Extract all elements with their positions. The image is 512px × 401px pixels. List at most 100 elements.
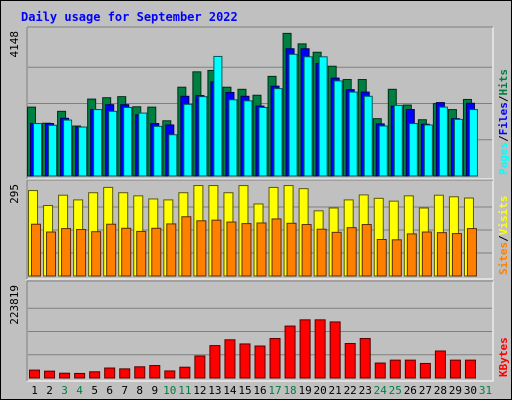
bar-sites-day-14 — [226, 221, 237, 277]
x-tick-label: 9 — [151, 384, 158, 397]
x-tick-label: 4 — [76, 384, 83, 397]
bar-sites-day-10 — [166, 223, 177, 277]
bar-sites-day-2 — [46, 231, 57, 277]
x-tick-label: 14 — [223, 384, 237, 397]
panel-hits: 4148 Pages/Files/Hits — [8, 26, 510, 180]
x-tick-label: 11 — [178, 384, 191, 397]
bar-sites-day-26 — [406, 233, 417, 277]
x-tick-label: 27 — [419, 384, 432, 397]
bar-pages-day-5 — [93, 109, 103, 177]
bar-kbytes-day-8 — [134, 366, 146, 379]
bar-kbytes-day-25 — [389, 359, 401, 379]
bar-pages-day-13 — [213, 55, 223, 177]
bar-kbytes-day-17 — [269, 338, 281, 379]
bar-pages-day-17 — [273, 88, 283, 177]
x-tick-label: 1 — [31, 384, 38, 397]
bar-pages-day-15 — [243, 100, 253, 177]
legend-label-sites: Sites — [497, 242, 510, 275]
x-tick-label: 17 — [268, 384, 281, 397]
bar-kbytes-day-28 — [434, 350, 446, 379]
bar-kbytes-day-3 — [59, 372, 71, 379]
bar-kbytes-day-12 — [194, 355, 206, 379]
bar-pages-day-16 — [258, 106, 268, 177]
bar-pages-day-1 — [33, 123, 43, 177]
legend-label-files: Files — [497, 102, 510, 135]
bar-pages-day-29 — [453, 118, 463, 177]
x-tick-label: 26 — [404, 384, 417, 397]
x-tick-label: 20 — [314, 384, 327, 397]
bar-pages-day-6 — [108, 110, 118, 177]
bar-kbytes-day-9 — [149, 365, 161, 379]
bar-kbytes-day-26 — [404, 359, 416, 379]
bar-pages-day-7 — [123, 106, 133, 177]
bar-sites-day-4 — [76, 229, 87, 277]
x-tick-label: 31 — [479, 384, 492, 397]
x-tick-label: 24 — [374, 384, 388, 397]
bar-pages-day-8 — [138, 112, 148, 177]
bar-sites-day-11 — [181, 216, 192, 277]
legend-label-pages: Pages — [497, 142, 510, 175]
bar-sites-day-21 — [331, 231, 342, 277]
bar-pages-day-26 — [408, 123, 418, 177]
bar-kbytes-day-30 — [464, 359, 476, 379]
bar-kbytes-day-14 — [224, 339, 236, 379]
legend-label-visits: Visits — [497, 196, 510, 236]
bar-pages-day-9 — [153, 125, 163, 177]
x-tick-label: 22 — [344, 384, 357, 397]
x-tick-label: 30 — [464, 384, 477, 397]
bar-sites-day-23 — [361, 224, 372, 277]
bar-sites-day-20 — [316, 228, 327, 277]
bar-kbytes-day-4 — [74, 372, 86, 379]
bar-kbytes-day-23 — [359, 338, 371, 379]
bar-kbytes-day-5 — [89, 371, 101, 379]
x-tick-label: 2 — [46, 384, 53, 397]
bar-kbytes-day-21 — [329, 321, 341, 379]
bar-kbytes-day-18 — [284, 325, 296, 379]
bar-kbytes-day-27 — [419, 362, 431, 379]
bar-sites-day-3 — [61, 228, 72, 277]
panel-sites: 295 Sites/Visits — [8, 179, 510, 280]
x-tick-label: 15 — [238, 384, 251, 397]
x-tick-label: 19 — [298, 384, 311, 397]
bar-sites-day-29 — [451, 233, 462, 277]
bar-pages-day-10 — [168, 134, 178, 177]
bar-sites-day-30 — [466, 228, 477, 277]
bar-pages-day-24 — [378, 125, 388, 177]
bar-sites-day-18 — [286, 222, 297, 277]
x-tick-label: 23 — [359, 384, 372, 397]
bar-kbytes-day-1 — [29, 369, 41, 379]
bar-sites-day-8 — [136, 230, 147, 277]
x-tick-label: 18 — [283, 384, 296, 397]
bar-pages-day-28 — [438, 106, 448, 177]
bar-pages-day-25 — [393, 104, 403, 177]
bar-sites-day-6 — [106, 223, 117, 277]
bar-sites-day-7 — [121, 227, 132, 277]
x-tick-label: 28 — [434, 384, 447, 397]
bar-sites-day-5 — [91, 231, 102, 277]
bar-pages-day-14 — [228, 99, 238, 177]
bar-kbytes-day-24 — [374, 362, 386, 379]
bar-sites-day-1 — [31, 223, 42, 277]
panel-hits-ymax-label: 4148 — [8, 31, 21, 58]
x-tick-label: 13 — [208, 384, 221, 397]
bar-kbytes-day-29 — [449, 359, 461, 379]
bar-sites-day-17 — [271, 218, 282, 277]
bar-pages-day-12 — [198, 96, 208, 177]
bar-sites-day-13 — [211, 219, 222, 277]
bar-kbytes-day-11 — [179, 366, 191, 379]
legend-label-kbytes: KBytes — [497, 337, 510, 377]
bar-pages-day-30 — [468, 109, 478, 177]
bar-sites-day-16 — [256, 222, 267, 277]
bar-pages-day-20 — [318, 56, 328, 177]
bar-sites-day-28 — [436, 232, 447, 277]
chart-title: Daily usage for September 2022 — [21, 10, 238, 24]
bar-sites-day-12 — [196, 220, 207, 277]
bar-sites-day-25 — [391, 239, 402, 277]
bar-sites-day-27 — [421, 231, 432, 277]
bar-sites-day-19 — [301, 224, 312, 277]
legend-label-hits: Hits — [497, 69, 510, 96]
x-tick-label: 12 — [193, 384, 206, 397]
bar-kbytes-day-22 — [344, 343, 356, 379]
